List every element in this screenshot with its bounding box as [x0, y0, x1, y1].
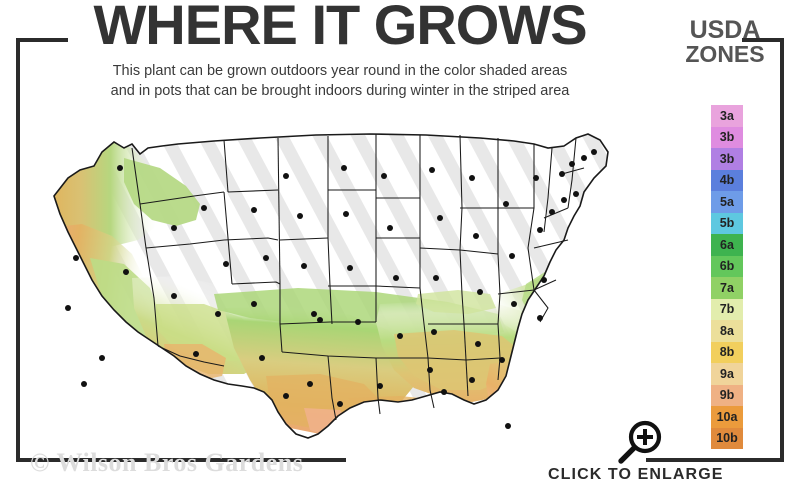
zone-chip-6a-6: 6a: [711, 234, 743, 256]
zone-chip-10a-14: 10a: [711, 406, 743, 428]
map-city-dots: [65, 149, 597, 429]
zone-chip-10b-15: 10b: [711, 427, 743, 449]
zone-chip-3b-2: 3b: [711, 148, 743, 170]
map-svg: [53, 133, 609, 439]
magnifier-zoom-in-icon[interactable]: [614, 418, 666, 466]
zone-chip-8b-11: 8b: [711, 341, 743, 363]
zone-chip-5a-4: 5a: [711, 191, 743, 213]
zone-chip-4b-3: 4b: [711, 169, 743, 191]
usda-hardiness-map[interactable]: [28, 108, 638, 458]
legend-title-line-1: USDA: [689, 16, 761, 44]
legend-title: USDA ZONES: [660, 18, 790, 66]
page-title: WHERE IT GROWS: [93, 0, 587, 56]
zone-chip-8a-10: 8a: [711, 320, 743, 342]
zone-chip-7b-9: 7b: [711, 298, 743, 320]
zone-chip-3a-0: 3a: [711, 105, 743, 127]
map-national-outline: [53, 133, 609, 439]
legend-title-line-2: ZONES: [685, 41, 765, 67]
zone-chip-5b-5: 5b: [711, 212, 743, 234]
zone-chip-9a-12: 9a: [711, 363, 743, 385]
frame-bottom-left: [16, 458, 346, 462]
zone-chip-7a-8: 7a: [711, 277, 743, 299]
usda-zone-legend: 3a 3b 3b 4b 5a 5b 6a 6b 7a 7b 8a 8b 9a 9b 10a 10b: [711, 105, 743, 449]
zone-chip-9b-13: 9b: [711, 384, 743, 406]
frame-top-left-stub: [16, 38, 68, 42]
zone-chip-6b-7: 6b: [711, 255, 743, 277]
zone-chip-3b-1: 3b: [711, 126, 743, 148]
subtitle-line-2: and in pots that can be brought indoors …: [110, 82, 570, 99]
watermark: © Wilson Bros Gardens: [30, 448, 304, 477]
frame-right-border: [780, 38, 784, 462]
frame-bottom-right: [646, 458, 784, 462]
subtitle-line-1: This plant can be grown outdoors year ro…: [112, 63, 568, 79]
frame-left-border: [16, 38, 20, 462]
click-to-enlarge-label[interactable]: CLICK TO ENLARGE: [548, 466, 724, 483]
frame-top-right-stub: [742, 38, 784, 42]
subtitle: This plant can be grown outdoors year ro…: [40, 62, 640, 101]
